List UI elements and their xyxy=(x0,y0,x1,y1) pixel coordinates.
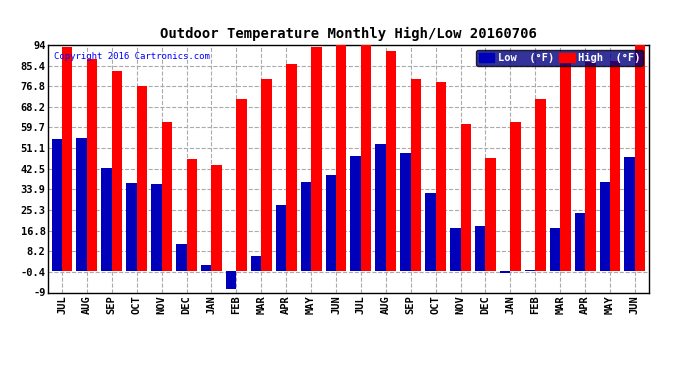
Bar xyxy=(186,159,197,271)
Bar xyxy=(101,168,112,271)
Bar xyxy=(535,99,546,271)
Bar xyxy=(326,175,336,271)
Bar xyxy=(87,59,97,271)
Bar xyxy=(250,256,262,271)
Text: Copyright 2016 Cartronics.com: Copyright 2016 Cartronics.com xyxy=(55,53,210,62)
Bar xyxy=(361,45,371,271)
Bar xyxy=(276,205,286,271)
Bar xyxy=(610,61,620,271)
Bar xyxy=(486,158,496,271)
Bar xyxy=(525,270,535,271)
Bar xyxy=(137,86,147,271)
Bar xyxy=(336,45,346,271)
Bar xyxy=(286,64,297,271)
Bar xyxy=(400,153,411,271)
Bar xyxy=(201,265,211,271)
Bar xyxy=(161,122,172,271)
Bar xyxy=(375,144,386,271)
Bar xyxy=(585,62,595,271)
Bar xyxy=(176,244,186,271)
Bar xyxy=(460,124,471,271)
Title: Outdoor Temperature Monthly High/Low 20160706: Outdoor Temperature Monthly High/Low 201… xyxy=(160,27,537,41)
Bar xyxy=(52,139,62,271)
Bar xyxy=(575,213,585,271)
Bar xyxy=(301,182,311,271)
Bar xyxy=(450,228,460,271)
Legend: Low  (°F), High  (°F): Low (°F), High (°F) xyxy=(475,50,643,66)
Bar xyxy=(624,157,635,271)
Bar xyxy=(600,182,610,271)
Bar xyxy=(425,193,435,271)
Bar xyxy=(262,79,272,271)
Bar xyxy=(550,228,560,271)
Bar xyxy=(435,82,446,271)
Bar xyxy=(151,184,161,271)
Bar xyxy=(126,183,137,271)
Bar xyxy=(351,156,361,271)
Bar xyxy=(411,79,421,271)
Bar xyxy=(112,71,122,271)
Bar xyxy=(211,165,222,271)
Bar xyxy=(386,51,396,271)
Bar xyxy=(500,271,511,273)
Bar xyxy=(311,47,322,271)
Bar xyxy=(226,271,237,289)
Bar xyxy=(77,138,87,271)
Bar xyxy=(475,226,486,271)
Bar xyxy=(62,47,72,271)
Bar xyxy=(635,45,645,271)
Bar xyxy=(511,122,521,271)
Bar xyxy=(237,99,247,271)
Bar xyxy=(560,62,571,271)
